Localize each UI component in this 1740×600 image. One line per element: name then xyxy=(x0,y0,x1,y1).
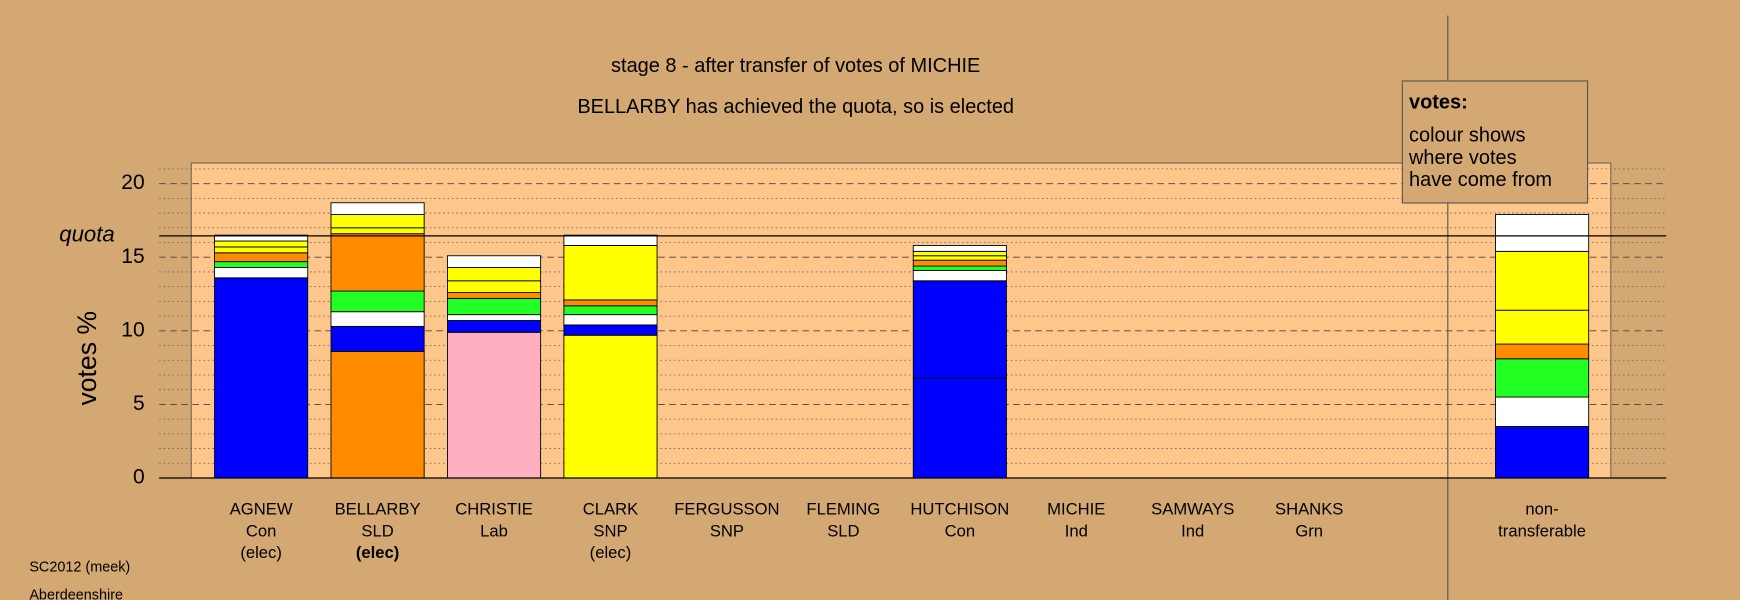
bar-segment xyxy=(1495,343,1590,360)
bar-segment xyxy=(563,324,658,336)
chart-subtitle: BELLARBY has achieved the quota, so is e… xyxy=(577,96,1014,118)
candidate-name: BELLARBY xyxy=(335,500,421,519)
candidate-name: FLEMING xyxy=(806,500,880,519)
legend-text: where votes xyxy=(1408,147,1517,169)
candidate-name: MICHIE xyxy=(1047,500,1105,519)
bar-segment xyxy=(330,311,425,327)
footer-text: Aberdeenshire xyxy=(29,587,123,600)
bar-segment xyxy=(447,292,542,299)
candidate-party: SNP xyxy=(710,522,744,541)
bar-segment xyxy=(330,350,425,479)
bar-segment xyxy=(563,234,658,246)
bar-segment xyxy=(214,261,309,268)
bar-segment xyxy=(330,233,425,292)
bar-segment xyxy=(330,227,425,235)
bar-segment xyxy=(214,234,309,242)
bar-segment xyxy=(330,290,425,313)
candidate-party: Ind xyxy=(1065,522,1088,541)
bar-segment xyxy=(1495,214,1590,252)
y-axis-label: votes % xyxy=(72,311,102,406)
bar-segment xyxy=(330,325,425,352)
candidate-name: SHANKS xyxy=(1275,500,1343,519)
bar-segment xyxy=(1495,309,1590,345)
candidate-name: AGNEW xyxy=(230,500,293,519)
nontransferable-label: transferable xyxy=(1498,522,1586,541)
bar-segment xyxy=(447,255,542,268)
chart-title: stage 8 - after transfer of votes of MIC… xyxy=(611,55,980,77)
bar-segment xyxy=(447,280,542,293)
bar-segment xyxy=(1495,358,1590,398)
bar-segment xyxy=(563,245,658,301)
y-tick-label: 15 xyxy=(121,245,144,268)
candidate-party: Con xyxy=(945,522,976,541)
nontransferable-label: non- xyxy=(1525,500,1558,519)
legend-box xyxy=(1401,80,1589,204)
legend-text: colour shows xyxy=(1409,125,1525,147)
plot-area xyxy=(190,162,1612,479)
footer-text: SC2012 (meek) xyxy=(29,560,130,576)
bar-segment xyxy=(563,305,658,316)
y-tick-label: 5 xyxy=(133,392,145,415)
candidate-party: Grn xyxy=(1295,522,1323,541)
bar-segment xyxy=(214,246,309,254)
bar-segment xyxy=(912,270,1007,282)
bar-segment xyxy=(330,214,425,229)
bar-segment xyxy=(912,280,1007,379)
candidate-party: Ind xyxy=(1181,522,1204,541)
bar-segment xyxy=(214,240,309,248)
candidate-name: SAMWAYS xyxy=(1151,500,1234,519)
bar-segment xyxy=(912,265,1007,271)
candidate-name: CLARK xyxy=(583,500,638,519)
quota-label: quota xyxy=(59,222,114,247)
legend-title: votes: xyxy=(1409,91,1468,113)
bar-segment xyxy=(1495,426,1590,479)
candidate-party: SNP xyxy=(593,522,627,541)
bar-segment xyxy=(1495,396,1590,427)
bar-segment xyxy=(912,245,1007,252)
candidate-name: HUTCHISON xyxy=(910,500,1009,519)
legend-text: have come from xyxy=(1409,169,1552,191)
candidate-status: (elec) xyxy=(356,543,399,562)
bar-segment xyxy=(447,331,542,479)
bar-segment xyxy=(447,297,542,316)
y-tick-label: 20 xyxy=(121,171,144,194)
bar-segment xyxy=(912,250,1007,257)
candidate-party: Lab xyxy=(480,522,508,541)
bar-segment xyxy=(563,334,658,479)
bar-segment xyxy=(1495,250,1590,311)
bar-segment xyxy=(214,267,309,279)
bar-segment xyxy=(912,377,1007,479)
candidate-name: CHRISTIE xyxy=(455,500,533,519)
bar-segment xyxy=(214,252,309,263)
candidate-name: FERGUSSON xyxy=(674,500,779,519)
candidate-party: Con xyxy=(246,522,277,541)
y-tick-label: 10 xyxy=(121,318,144,341)
bar-segment xyxy=(912,259,1007,267)
bar-segment xyxy=(330,202,425,215)
bar-segment xyxy=(447,320,542,333)
y-tick-label: 0 xyxy=(133,466,145,489)
bar-segment xyxy=(447,267,542,282)
candidate-status: (elec) xyxy=(240,543,282,562)
candidate-party: SLD xyxy=(361,522,393,541)
bar-segment xyxy=(447,314,542,321)
bar-segment xyxy=(214,277,309,479)
bar-segment xyxy=(563,299,658,307)
candidate-party: SLD xyxy=(827,522,859,541)
bar-segment xyxy=(563,314,658,326)
bar-segment xyxy=(912,255,1007,261)
candidate-status: (elec) xyxy=(590,543,632,562)
